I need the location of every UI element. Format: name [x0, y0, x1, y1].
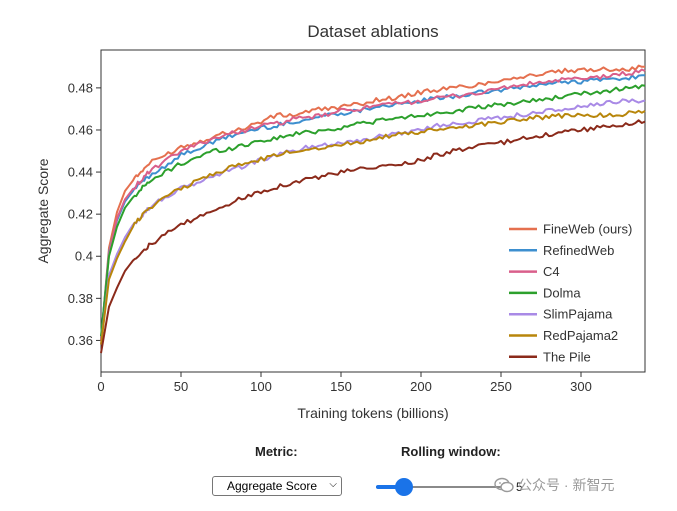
chart-title: Dataset ablations — [307, 22, 438, 41]
y-tick-label: 0.46 — [68, 122, 93, 137]
chart: Dataset ablations 0 50 100 150 200 250 300 0.36… — [35, 22, 646, 421]
legend-label: Dolma — [543, 285, 581, 300]
x-tick-label: 300 — [570, 379, 592, 394]
y-tick-label: 0.36 — [68, 333, 93, 348]
series-line — [100, 98, 646, 345]
x-tick-label: 150 — [330, 379, 352, 394]
legend-label: RefinedWeb — [543, 243, 614, 258]
y-axis-label: Aggregate Score — [35, 158, 51, 263]
legend-label: C4 — [543, 264, 560, 279]
rolling-window-slider-thumb[interactable] — [395, 478, 413, 496]
y-tick-label: 0.38 — [68, 291, 93, 306]
plot-area — [100, 49, 646, 373]
legend-label: SlimPajama — [543, 307, 613, 322]
y-tick-label: 0.4 — [75, 249, 93, 264]
x-tick-label: 50 — [174, 379, 188, 394]
y-tick-label: 0.48 — [68, 80, 93, 95]
x-tick-label: 100 — [250, 379, 272, 394]
metric-select-value: Aggregate Score — [227, 479, 318, 493]
series-line — [100, 109, 646, 345]
rolling-window-slider-track[interactable] — [376, 486, 506, 488]
metric-label: Metric: — [255, 444, 298, 459]
y-tick-label: 0.44 — [68, 165, 93, 180]
legend-label: FineWeb (ours) — [543, 222, 632, 237]
metric-select[interactable]: Aggregate Score ⌵ — [212, 476, 342, 496]
series-line — [100, 64, 645, 341]
y-tick-label: 0.42 — [68, 207, 93, 222]
series-line — [100, 68, 646, 341]
series-line — [100, 74, 646, 339]
x-tick-label: 0 — [97, 379, 104, 394]
rolling-window-slider-fill — [376, 485, 404, 489]
watermark-text: 公众号 · 新智元 — [518, 477, 615, 493]
rolling-window-value: 5 — [516, 480, 523, 494]
series-line — [100, 84, 646, 337]
x-axis-label: Training tokens (billions) — [297, 405, 448, 421]
legend-label: RedPajama2 — [543, 328, 618, 343]
wechat-icon — [494, 477, 514, 493]
watermark: 公众号 · 新智元 — [494, 475, 664, 497]
rolling-window-label: Rolling window: — [401, 444, 501, 459]
x-tick-label: 250 — [490, 379, 512, 394]
x-tick-label: 200 — [410, 379, 432, 394]
series-line — [100, 119, 646, 354]
legend-label: The Pile — [543, 349, 591, 364]
chevron-down-icon: ⌵ — [329, 479, 337, 490]
